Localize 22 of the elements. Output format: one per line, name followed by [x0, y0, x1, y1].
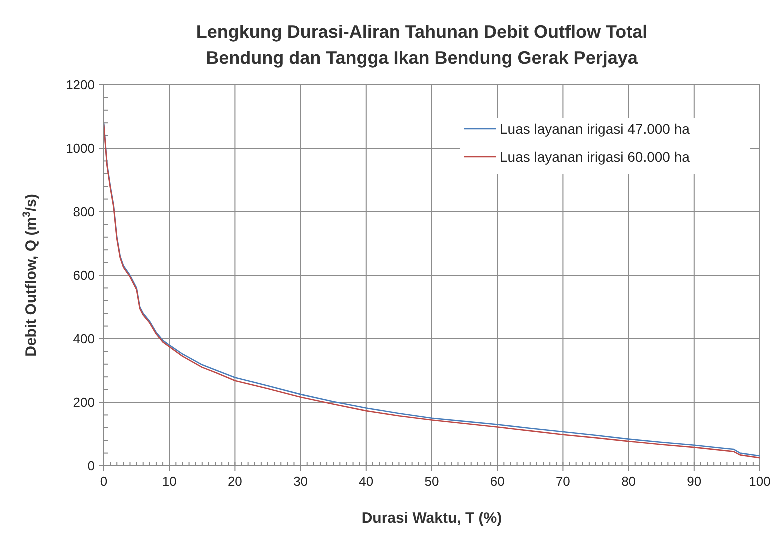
y-tick-label: 0: [88, 458, 95, 474]
x-tick-label: 90: [687, 474, 702, 489]
x-tick-label: 10: [162, 474, 177, 489]
y-tick-label: 200: [73, 395, 95, 410]
y-tick-label: 800: [73, 204, 95, 220]
legend-label: Luas layanan irigasi 47.000 ha: [500, 121, 690, 137]
x-tick-label: 60: [490, 474, 505, 489]
x-axis-title: Durasi Waktu, T (%): [362, 510, 502, 527]
chart-title: Lengkung Durasi-Aliran Tahunan Debit Outflow Total Bendung dan Tangga Ikan Bendung Gerak Perjaya: [196, 22, 648, 68]
x-tick-label: 20: [228, 474, 242, 489]
x-tick-label: 30: [294, 474, 308, 489]
x-tick-label: 40: [359, 474, 374, 489]
y-tick-label: 1200: [66, 78, 95, 92]
x-tick-label: 70: [556, 474, 570, 489]
legend-label: Luas layanan irigasi 60.000 ha: [500, 149, 690, 165]
x-tick-label: 100: [749, 474, 771, 489]
y-tick-label: 600: [73, 268, 95, 283]
y-tick-label: 1000: [66, 141, 95, 156]
x-tick-label: 0: [100, 474, 108, 489]
y-tick-label: 400: [73, 332, 95, 346]
x-tick-label: 80: [622, 474, 636, 489]
x-tick-label: 50: [424, 474, 440, 489]
